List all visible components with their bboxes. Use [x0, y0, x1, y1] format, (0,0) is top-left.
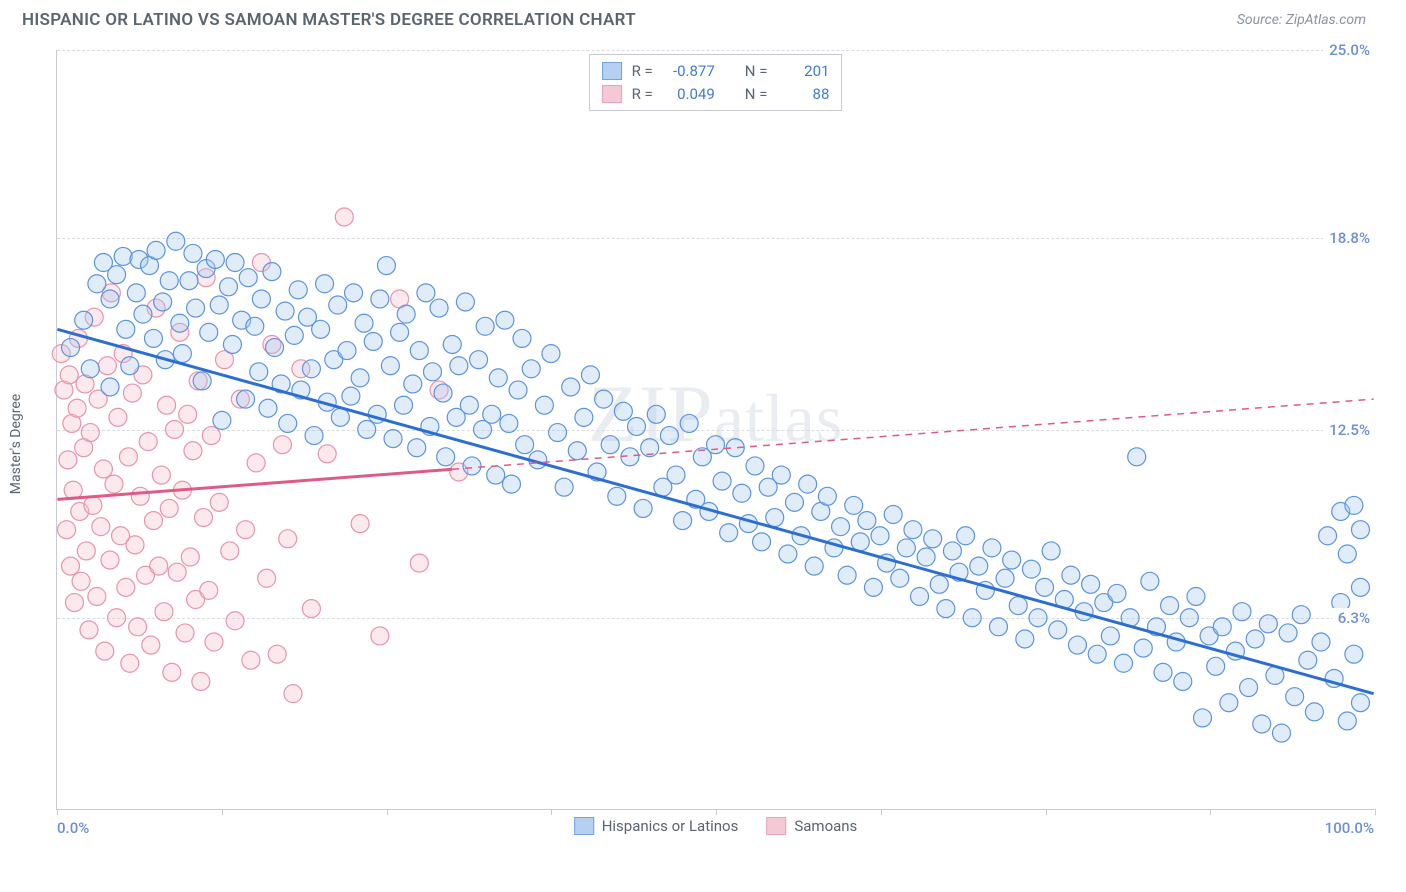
source-credit: Source: ZipAtlas.com: [1237, 12, 1366, 28]
trend-line-b-solid: [57, 469, 452, 499]
stats-row-b: R = 0.049 N = 88: [602, 83, 830, 106]
swatch-series-b: [766, 817, 786, 835]
stats-legend: R = -0.877 N = 201 R = 0.049 N = 88: [589, 54, 843, 111]
x-tick-mark: [57, 809, 58, 815]
stats-row-a: R = -0.877 N = 201: [602, 60, 830, 83]
swatch-series-a: [602, 62, 622, 80]
x-tick-mark: [1210, 809, 1211, 815]
x-axis-min-label: 0.0%: [57, 819, 89, 837]
bottom-legend: Hispanics or Latinos Samoans: [574, 817, 858, 835]
plot-area: ZIPatlas R = -0.877 N = 201 R = 0.049 N …: [56, 50, 1374, 810]
trend-line-a: [57, 329, 1373, 693]
stat-n-label: N =: [745, 60, 768, 83]
legend-label-b: Samoans: [794, 817, 857, 835]
y-tick-label: 18.8%: [1323, 228, 1376, 248]
x-tick-mark: [1046, 809, 1047, 815]
x-tick-mark: [1375, 809, 1376, 815]
swatch-series-a: [574, 817, 594, 835]
stat-r-label: R =: [632, 83, 653, 106]
stat-n-value-b: 88: [777, 83, 829, 106]
x-tick-mark: [222, 809, 223, 815]
y-axis-label: Master's Degree: [8, 394, 24, 494]
x-tick-mark: [551, 809, 552, 815]
x-tick-mark: [881, 809, 882, 815]
x-axis-max-label: 100.0%: [1325, 819, 1374, 837]
y-tick-label: 25.0%: [1323, 40, 1376, 60]
trend-line-b-dashed: [452, 399, 1373, 469]
y-tick-label: 6.3%: [1332, 608, 1376, 628]
legend-item-a: Hispanics or Latinos: [574, 817, 739, 835]
stat-r-value-b: 0.049: [663, 83, 715, 106]
chart-title: HISPANIC OR LATINO VS SAMOAN MASTER'S DE…: [22, 10, 636, 30]
chart-container: Master's Degree ZIPatlas R = -0.877 N = …: [22, 44, 1382, 844]
stat-r-label: R =: [632, 60, 653, 83]
stat-n-label: N =: [745, 83, 768, 106]
swatch-series-b: [602, 85, 622, 103]
stat-n-value-a: 201: [777, 60, 829, 83]
x-tick-mark: [716, 809, 717, 815]
x-tick-mark: [387, 809, 388, 815]
trend-layer: [57, 50, 1374, 809]
stat-r-value-a: -0.877: [663, 60, 715, 83]
y-tick-label: 12.5%: [1323, 420, 1376, 440]
legend-item-b: Samoans: [766, 817, 857, 835]
legend-label-a: Hispanics or Latinos: [602, 817, 739, 835]
